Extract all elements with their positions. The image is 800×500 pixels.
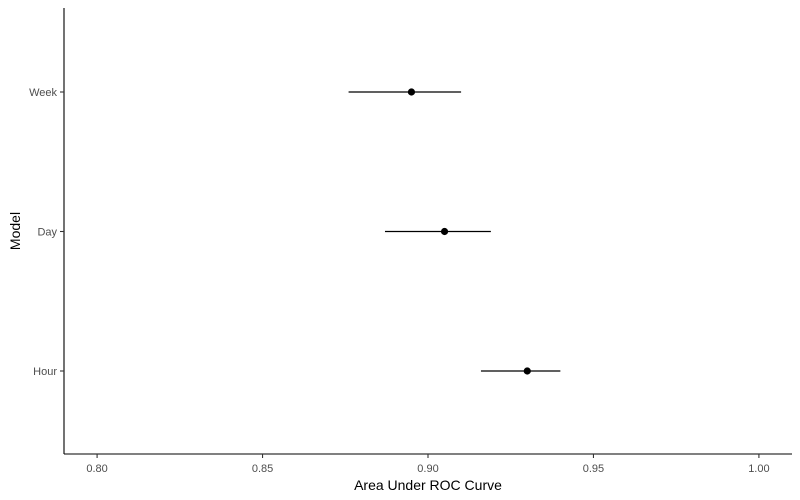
plot-area — [348, 88, 561, 375]
x-axis-title: Area Under ROC Curve — [354, 477, 502, 493]
x-tick-label: 0.95 — [583, 463, 604, 475]
x-tick-label: 1.00 — [748, 463, 769, 475]
point-estimate-day — [440, 227, 449, 236]
y-tick-label-week: Week — [29, 87, 57, 99]
point-estimate-hour — [523, 367, 531, 375]
y-axis-title: Model — [7, 212, 23, 250]
x-axis-ticks: 0.80 0.85 0.90 0.95 1.00 — [86, 454, 770, 475]
y-tick-label-day: Day — [37, 227, 57, 239]
x-tick-label: 0.90 — [417, 463, 438, 475]
x-tick-label: 0.85 — [252, 463, 273, 475]
y-axis-ticks: Hour Day Week — [29, 87, 64, 378]
y-tick-label-hour: Hour — [33, 366, 57, 378]
x-tick-label: 0.80 — [86, 463, 107, 475]
point-estimate-week — [407, 88, 416, 96]
